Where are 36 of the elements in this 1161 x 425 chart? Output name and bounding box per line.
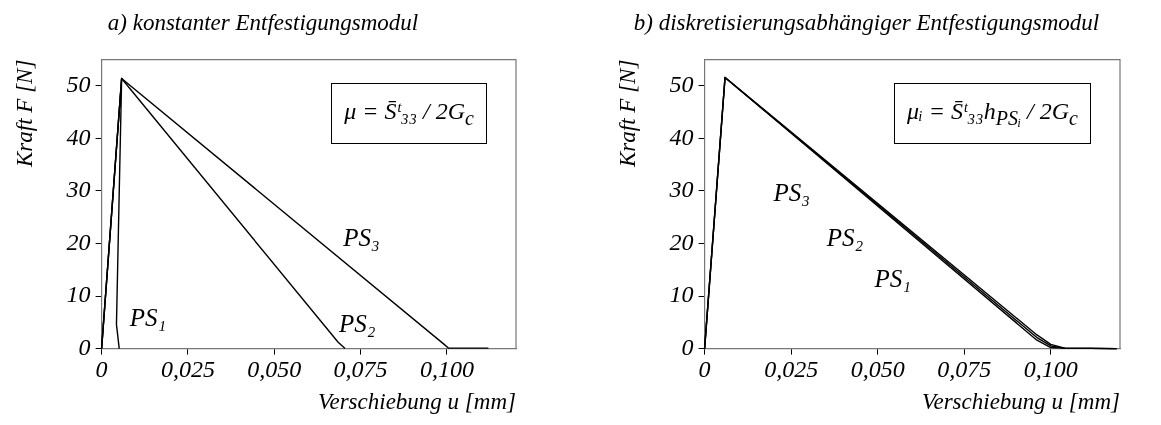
y-axis-title: Kraft F [N]: [11, 59, 37, 168]
series-label: PS₃: [342, 223, 380, 251]
x-tick-label: 0,050: [850, 356, 905, 383]
y-tick-label: 30: [65, 176, 91, 203]
series-label: PS₁: [873, 265, 912, 293]
x-tick-label: 0,025: [764, 356, 819, 383]
x-tick-label: 0,100: [1023, 356, 1078, 383]
x-tick-label: 0,075: [333, 356, 388, 383]
y-tick-label: 0: [78, 333, 91, 360]
series-label: PS₁: [128, 304, 167, 332]
chart-title: b) diskretisierungsabhängiger Entfestigungsmodul: [633, 9, 1100, 35]
y-tick-label: 50: [66, 71, 91, 98]
x-tick-label: 0,075: [937, 356, 992, 383]
y-tick-label: 40: [66, 123, 91, 150]
series-label: PS₂: [825, 223, 864, 251]
x-tick-label: 0: [698, 356, 711, 383]
formula-box: μᵢ = S̄ᵗ₃₃h$_{PSᵢ}$ / 2G$_{c}$: [893, 82, 1091, 145]
x-tick-label: 0,100: [419, 356, 474, 383]
x-tick-label: 0: [95, 356, 108, 383]
x-axis-title: Verschiebung u [mm]: [921, 389, 1120, 415]
x-tick-label: 0,050: [247, 356, 302, 383]
y-tick-label: 10: [66, 281, 91, 308]
series-label: PS₂: [338, 310, 376, 338]
y-axis-title: Kraft F [N]: [614, 59, 640, 168]
y-tick-label: 0: [681, 333, 694, 360]
formula-box: μ = S̄ᵗ₃₃ / 2G$_{c}$: [331, 82, 487, 145]
y-tick-label: 50: [669, 71, 694, 98]
y-tick-label: 40: [669, 123, 694, 150]
chart-title: a) konstanter Entfestigungsmodul: [107, 9, 419, 35]
y-tick-label: 10: [669, 281, 694, 308]
y-tick-label: 30: [668, 176, 694, 203]
series-label: PS₃: [772, 179, 811, 207]
y-tick-label: 20: [669, 228, 694, 255]
x-axis-title: Verschiebung u [mm]: [317, 389, 516, 415]
x-tick-label: 0,025: [160, 356, 215, 383]
y-tick-label: 20: [66, 228, 91, 255]
